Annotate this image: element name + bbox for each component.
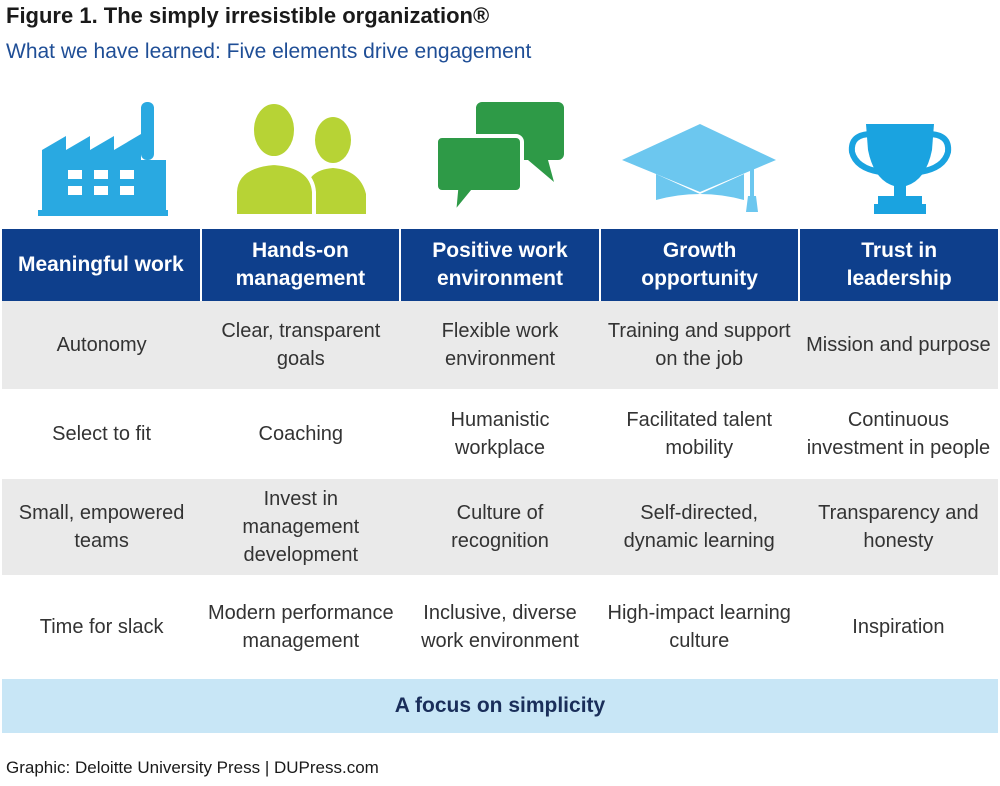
table-row: Autonomy Clear, transparent goals Flexib…	[2, 301, 998, 389]
table-cell: High-impact learning culture	[607, 602, 791, 652]
factory-icon	[0, 96, 200, 224]
table-cell: Inspiration	[852, 616, 945, 638]
table-cell: Humanistic workplace	[450, 409, 550, 459]
column-header: Trust in leadership	[798, 229, 998, 301]
table-cell: Mission and purpose	[806, 334, 991, 356]
engagement-table: Meaningful work Hands-on management Posi…	[2, 229, 998, 679]
table-row: Select to fit Coaching Humanistic workpl…	[2, 389, 998, 479]
table-row: Small, empowered teams Invest in managem…	[2, 479, 998, 575]
table-cell: Training and support on the job	[607, 320, 791, 370]
table-row: Time for slack Modern performance manage…	[2, 575, 998, 679]
table-cell: Small, empowered teams	[18, 502, 185, 552]
table-cell: Coaching	[258, 423, 344, 445]
figure-subtitle: What we have learned: Five elements driv…	[6, 40, 532, 63]
column-header: Positive work environment	[399, 229, 599, 301]
table-cell: Self-directed, dynamic learning	[623, 502, 775, 552]
table-cell: Transparency and honesty	[818, 502, 979, 552]
table-cell: Autonomy	[56, 334, 147, 356]
table-cell: Clear, transparent goals	[221, 320, 381, 370]
table-cell: Continuous investment in people	[806, 409, 991, 459]
graduation-cap-icon	[600, 96, 800, 224]
table-cell: Flexible work environment	[441, 320, 559, 370]
table-header: Meaningful work Hands-on management Posi…	[2, 229, 998, 301]
column-header: Meaningful work	[2, 229, 200, 301]
table-cell: Invest in management development	[242, 488, 360, 566]
table-cell: Facilitated talent mobility	[626, 409, 773, 459]
table-cell: Culture of recognition	[451, 502, 549, 552]
table-cell: Inclusive, diverse work environment	[421, 602, 579, 652]
table-cell: Select to fit	[52, 423, 152, 445]
column-header: Hands-on management	[199, 229, 400, 301]
table-cell: Time for slack	[39, 616, 164, 638]
table-cell: Modern performance management	[207, 602, 394, 652]
trophy-icon	[800, 96, 1000, 224]
icon-row	[0, 96, 1000, 224]
source-credit: Graphic: Deloitte University Press | DUP…	[6, 758, 379, 777]
people-icon	[200, 96, 400, 224]
figure-title: Figure 1. The simply irresistible organi…	[6, 3, 490, 28]
column-header: Growth opportunity	[598, 229, 799, 301]
simplicity-banner: A focus on simplicity	[2, 679, 998, 733]
chat-bubbles-icon	[400, 96, 600, 224]
